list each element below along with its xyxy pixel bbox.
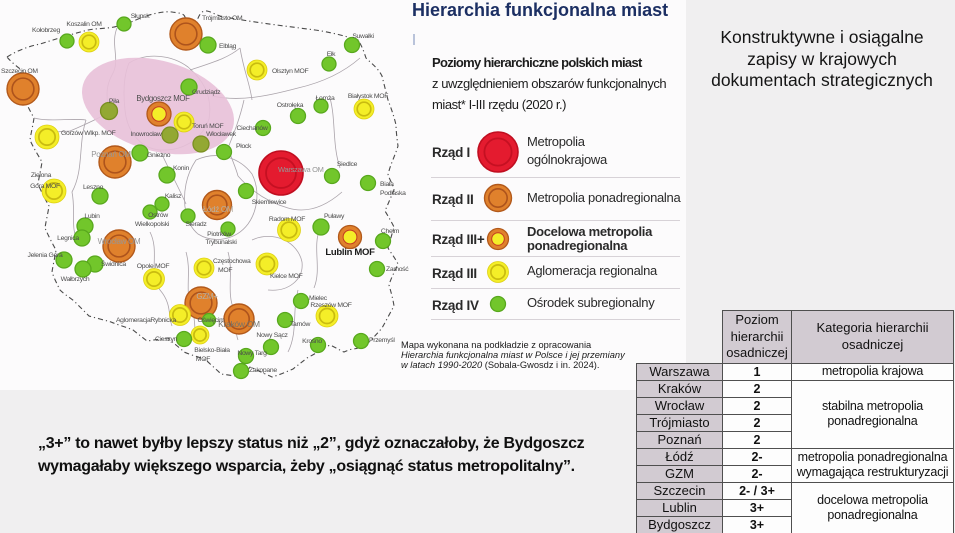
svg-text:Chełm: Chełm (381, 228, 400, 235)
svg-text:Krosno: Krosno (302, 338, 322, 345)
svg-text:Elbląg: Elbląg (219, 43, 237, 50)
svg-text:Gniezno: Gniezno (147, 152, 171, 159)
svg-text:Warszawa OM: Warszawa OM (278, 165, 324, 174)
svg-text:Kraków OM: Kraków OM (218, 319, 260, 329)
svg-text:Ciechanów: Ciechanów (237, 125, 268, 132)
svg-text:Kalisz: Kalisz (165, 193, 182, 200)
svg-text:Kołobrzeg: Kołobrzeg (32, 27, 60, 34)
svg-text:Siedlce: Siedlce (337, 161, 358, 168)
svg-text:Ełk: Ełk (327, 51, 336, 58)
svg-text:Sieradz: Sieradz (186, 221, 208, 228)
svg-text:Olsztyn MOF: Olsztyn MOF (272, 68, 308, 75)
svg-text:Trójmiasto OM: Trójmiasto OM (202, 15, 243, 22)
svg-text:Koszalin OM: Koszalin OM (66, 21, 102, 28)
svg-text:AglomeracjaRybnicka: AglomeracjaRybnicka (116, 317, 177, 324)
svg-text:Toruń MOF: Toruń MOF (192, 123, 223, 130)
svg-text:Włocławek: Włocławek (206, 131, 237, 138)
svg-text:Bielsko-Biała: Bielsko-Biała (194, 347, 230, 354)
svg-text:Leszno: Leszno (83, 184, 104, 191)
svg-text:Szczecin OM: Szczecin OM (1, 68, 38, 75)
svg-text:Łódź OM: Łódź OM (203, 205, 234, 214)
svg-text:Ostrołęka: Ostrołęka (277, 102, 304, 109)
svg-text:Białystok MOF: Białystok MOF (348, 93, 388, 100)
svg-text:Wrocław OM: Wrocław OM (98, 237, 141, 246)
svg-text:Wielkopolski: Wielkopolski (135, 221, 170, 228)
svg-text:Nowy Sącz: Nowy Sącz (256, 332, 288, 339)
svg-text:Nowy Targ: Nowy Targ (237, 350, 267, 357)
svg-text:Opole MOF: Opole MOF (137, 263, 170, 270)
svg-text:Kielce MOF: Kielce MOF (270, 273, 303, 280)
svg-text:MOF: MOF (218, 267, 232, 274)
svg-text:Góra MOF: Góra MOF (30, 183, 60, 190)
svg-text:Cieszyn: Cieszyn (155, 336, 178, 343)
svg-text:Jelenia Góra: Jelenia Góra (28, 252, 63, 259)
svg-text:Ostrów: Ostrów (148, 212, 168, 219)
svg-text:Inowrocław: Inowrocław (131, 131, 162, 138)
svg-text:Lubin: Lubin (84, 213, 100, 220)
svg-text:Łomża: Łomża (316, 95, 335, 102)
svg-text:Zamość: Zamość (386, 266, 409, 273)
svg-text:Piła: Piła (109, 98, 120, 105)
svg-text:Trybunalski: Trybunalski (205, 239, 237, 246)
svg-text:Rzeszów MOF: Rzeszów MOF (310, 302, 351, 309)
svg-text:Świdnica: Świdnica (101, 259, 126, 268)
svg-text:GZM+: GZM+ (196, 292, 218, 301)
svg-text:Lublin MOF: Lublin MOF (325, 247, 375, 258)
svg-text:Przemyśl: Przemyśl (369, 337, 395, 344)
svg-text:Piotrków: Piotrków (207, 231, 231, 238)
svg-text:Tarnów: Tarnów (290, 321, 311, 328)
svg-text:Radom MOF: Radom MOF (269, 216, 305, 223)
svg-text:Skierniewice: Skierniewice (252, 199, 287, 206)
svg-text:Częstochowa: Częstochowa (213, 258, 251, 265)
svg-text:Puławy: Puławy (324, 213, 345, 220)
svg-text:Zielona: Zielona (31, 172, 52, 179)
svg-text:Bydgoszcz MOF: Bydgoszcz MOF (136, 94, 190, 103)
svg-text:Podlaska: Podlaska (380, 190, 406, 197)
svg-text:Płock: Płock (236, 143, 252, 150)
svg-text:Gorzów Wlkp. MOF: Gorzów Wlkp. MOF (61, 130, 116, 137)
svg-text:Biała: Biała (380, 181, 394, 188)
svg-text:Konin: Konin (173, 165, 189, 172)
svg-text:Słupsk: Słupsk (131, 13, 151, 20)
svg-text:Oświęcim: Oświęcim (197, 317, 225, 324)
svg-text:Legnica: Legnica (57, 235, 79, 242)
svg-text:Grudziądz: Grudziądz (192, 89, 221, 96)
svg-text:Poznań OM: Poznań OM (91, 150, 131, 159)
svg-text:Mielec: Mielec (309, 295, 328, 302)
svg-text:MOF: MOF (196, 356, 210, 363)
svg-text:Wałbrzych: Wałbrzych (61, 276, 90, 283)
svg-text:Suwałki: Suwałki (352, 33, 374, 40)
svg-text:Zakopane: Zakopane (249, 367, 277, 374)
